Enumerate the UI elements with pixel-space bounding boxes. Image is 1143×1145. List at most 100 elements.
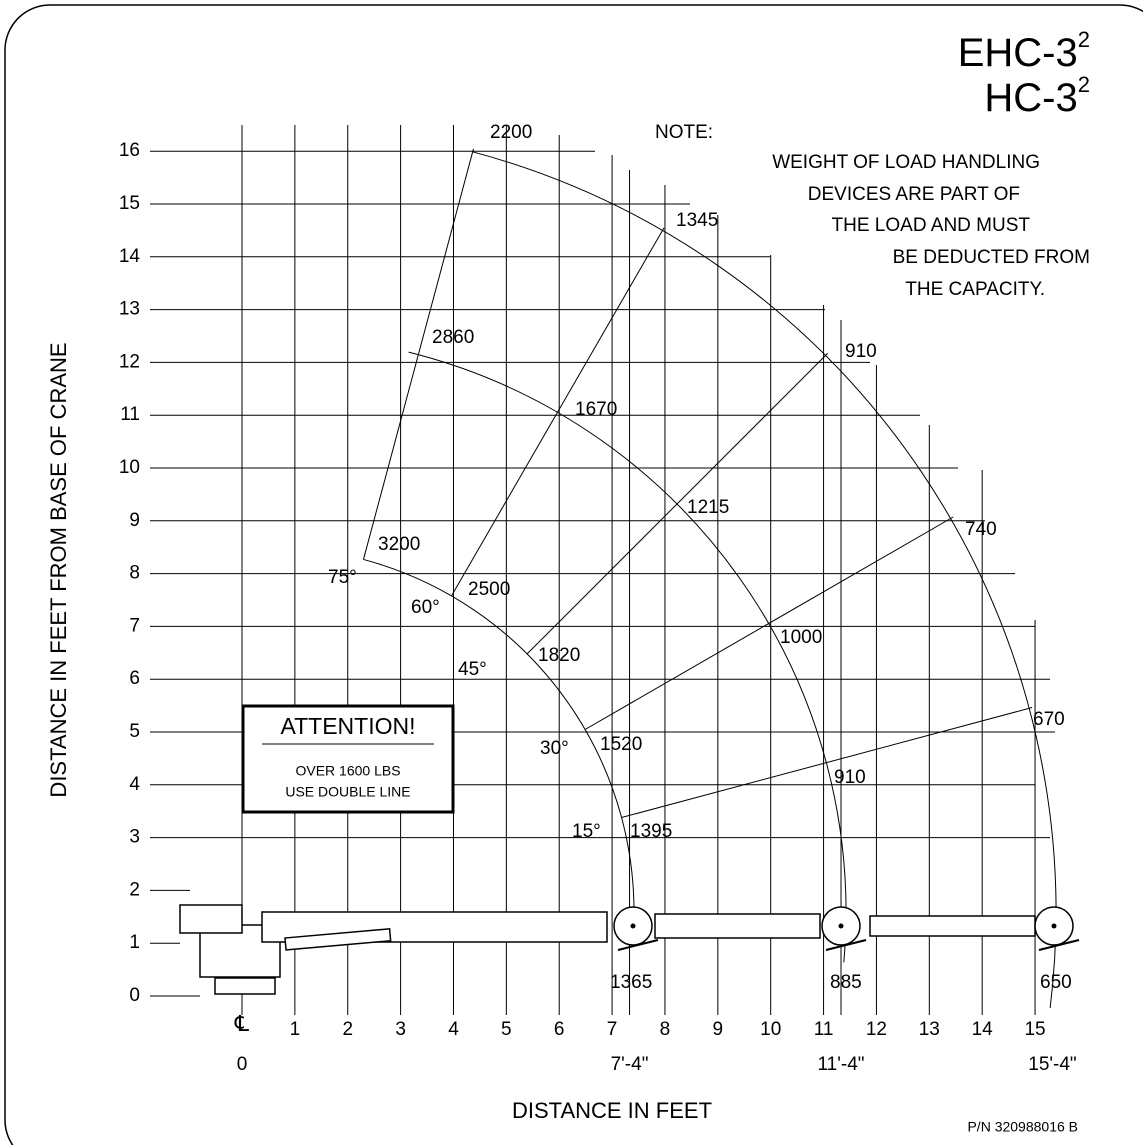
capacity-label: 2200 <box>490 122 532 143</box>
x-zero-label: 0 <box>237 1054 248 1075</box>
boom-angle-line <box>584 516 954 730</box>
part-number: P/N 320988016 B <box>967 1119 1078 1135</box>
note-heading: NOTE: <box>655 122 713 143</box>
y-tick-label: 8 <box>129 563 140 584</box>
y-tick-label: 10 <box>119 457 140 478</box>
y-tick-label: 7 <box>129 615 140 636</box>
capacity-label: 910 <box>834 767 866 788</box>
attention-heading: ATTENTION! <box>280 713 415 739</box>
hook-plate <box>1038 939 1080 951</box>
reach-label: 11'-4" <box>818 1054 865 1075</box>
angle-label: 75° <box>328 567 357 588</box>
title-sup: 2 <box>1078 27 1090 52</box>
y-tick-label: 13 <box>119 299 140 320</box>
capacity-label: 885 <box>830 972 862 993</box>
capacity-label: 910 <box>845 341 877 362</box>
note-line: THE LOAD AND MUST <box>832 215 1031 236</box>
title: HC-32 <box>984 72 1090 120</box>
y-tick-label: 12 <box>119 351 140 372</box>
x-tick-label: 7 <box>607 1019 618 1040</box>
y-tick-label: 11 <box>120 404 140 425</box>
y-tick-label: 16 <box>119 140 140 161</box>
note-line: WEIGHT OF LOAD HANDLING <box>772 152 1040 173</box>
cylinder <box>284 928 392 951</box>
capacity-label: 1520 <box>600 734 642 755</box>
hook-plate <box>825 939 867 951</box>
y-tick-label: 9 <box>129 510 140 531</box>
x-tick-label: 12 <box>866 1019 887 1040</box>
title-text: HC-3 <box>984 76 1077 120</box>
boom-3 <box>869 915 1036 937</box>
boom-angle-line <box>621 707 1033 819</box>
x-tick-label: 14 <box>972 1019 994 1040</box>
x-tick-label: 8 <box>660 1019 671 1040</box>
attention-line: OVER 1600 LBS <box>295 763 400 779</box>
x-tick-label: 3 <box>395 1019 406 1040</box>
frame <box>4 4 1143 1145</box>
note-line: DEVICES ARE PART OF <box>808 184 1020 205</box>
capacity-label: 1000 <box>780 627 822 648</box>
reach-arc <box>363 558 635 938</box>
hook-plate <box>617 939 659 951</box>
attention-box <box>241 704 455 814</box>
note-line: BE DEDUCTED FROM <box>893 247 1090 268</box>
x-tick-label: 6 <box>554 1019 565 1040</box>
capacity-label: 740 <box>965 519 997 540</box>
y-tick-label: 4 <box>129 774 140 795</box>
y-tick-label: 6 <box>129 668 140 689</box>
capacity-label: 1395 <box>630 821 672 842</box>
sheave-pin <box>630 923 636 929</box>
capacity-label: 1345 <box>676 210 718 231</box>
boom-2 <box>654 913 821 939</box>
title: EHC-32 <box>958 27 1090 75</box>
reach-arc <box>408 351 847 963</box>
capacity-label: 1820 <box>538 645 580 666</box>
angle-label: 30° <box>540 738 569 759</box>
x-axis-label: DISTANCE IN FEET <box>512 1098 712 1123</box>
sheave-pin <box>1051 923 1057 929</box>
note-line: THE CAPACITY. <box>905 279 1045 300</box>
capacity-label: 1670 <box>575 399 617 420</box>
x-tick-label: 2 <box>342 1019 353 1040</box>
attention-line: USE DOUBLE LINE <box>285 784 410 800</box>
capacity-label: 670 <box>1033 709 1065 730</box>
reach-label: 7'-4" <box>611 1054 649 1075</box>
angle-label: 45° <box>458 659 487 680</box>
boom-angle-line <box>451 227 665 597</box>
capacity-label: 1215 <box>687 497 729 518</box>
reach-arc <box>472 151 1057 1008</box>
x-tick-label: 1 <box>290 1019 301 1040</box>
x-tick-label: 15 <box>1024 1019 1045 1040</box>
winch <box>179 904 243 934</box>
title-text: EHC-3 <box>958 31 1078 75</box>
title-sup: 2 <box>1078 72 1090 97</box>
sheave-pin <box>838 923 844 929</box>
boom-angle-line <box>362 148 474 560</box>
y-tick-label: 1 <box>129 932 140 953</box>
y-tick-label: 3 <box>129 827 140 848</box>
boom-angle-line <box>526 353 828 655</box>
y-axis-label: DISTANCE IN FEET FROM BASE OF CRANE <box>46 342 71 797</box>
capacity-label: 650 <box>1040 972 1072 993</box>
y-tick-label: 5 <box>129 721 140 742</box>
capacity-label: 2500 <box>468 579 510 600</box>
x-tick-label: 5 <box>501 1019 512 1040</box>
x-tick-label: 9 <box>713 1019 724 1040</box>
y-tick-label: 2 <box>129 879 140 900</box>
base <box>214 977 276 995</box>
angle-label: 60° <box>411 597 440 618</box>
y-tick-label: 15 <box>119 193 140 214</box>
centerline: ℄ <box>234 1012 250 1037</box>
angle-label: 15° <box>572 821 601 842</box>
y-tick-label: 0 <box>129 985 140 1006</box>
x-tick-label: 11 <box>814 1019 834 1040</box>
x-tick-label: 10 <box>760 1019 781 1040</box>
capacity-label: 2860 <box>432 327 474 348</box>
capacity-label: 1365 <box>610 972 652 993</box>
x-tick-label: 13 <box>919 1019 940 1040</box>
y-tick-label: 14 <box>119 246 141 267</box>
x-tick-label: 4 <box>448 1019 459 1040</box>
reach-label: 15'-4" <box>1028 1054 1076 1075</box>
capacity-label: 3200 <box>378 534 420 555</box>
